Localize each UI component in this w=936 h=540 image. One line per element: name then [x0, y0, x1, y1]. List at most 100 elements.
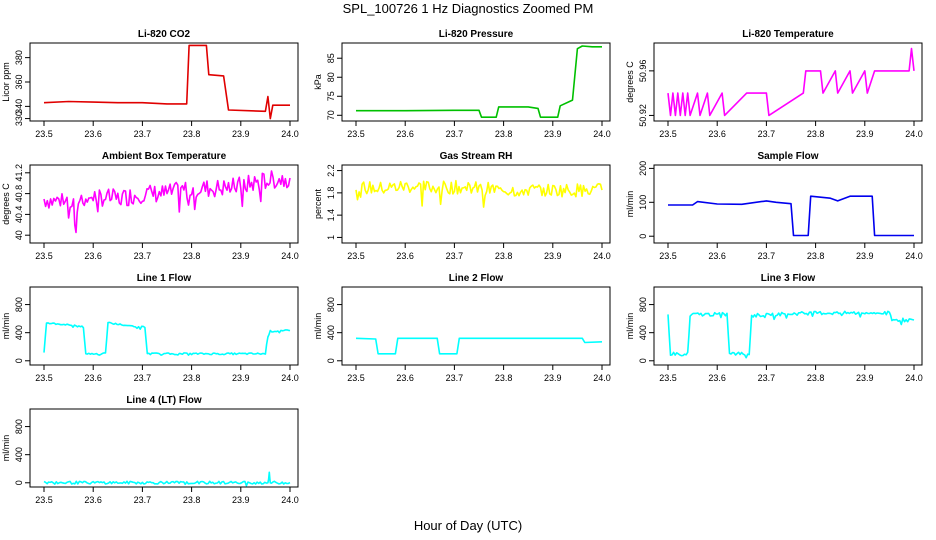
x-tick-label: 23.5: [659, 373, 677, 383]
y-tick-label: 0: [638, 234, 648, 239]
y-tick-label: 400: [326, 325, 336, 340]
x-tick-label: 23.6: [708, 251, 726, 261]
y-tick-label: 380: [14, 50, 24, 65]
y-tick-label: 0: [326, 358, 336, 363]
y-axis-label: degrees C: [625, 61, 635, 103]
y-tick-label: 50.92: [638, 104, 648, 127]
panel-6: Sample Flow ml/min 23.5 23.6 23.7 23.8 23.9 24.…: [625, 151, 923, 261]
panel-10: Line 4 (LT) Flow ml/min 23.5 23.6 23.7 23.8 23…: [1, 395, 299, 505]
y-tick-label: 1.8: [326, 187, 336, 200]
y-tick-label: 360: [14, 74, 24, 89]
x-tick-label: 23.6: [396, 373, 414, 383]
y-tick-label: 41.2: [14, 164, 24, 182]
panel-7: Line 1 Flow ml/min 23.5 23.6 23.7 23.8 23.9 24.…: [1, 273, 299, 383]
x-tick-label: 23.8: [495, 129, 513, 139]
y-axis-label: ml/min: [625, 191, 635, 218]
x-tick-label: 24.0: [593, 251, 611, 261]
panel-title: Line 1 Flow: [137, 273, 192, 284]
series-line: [668, 195, 914, 237]
x-tick-label: 23.9: [232, 129, 250, 139]
x-tick-label: 23.5: [659, 129, 677, 139]
x-tick-label: 24.0: [281, 129, 299, 139]
x-tick-label: 23.6: [84, 373, 102, 383]
y-axis-label: degrees C: [1, 183, 11, 225]
x-tick-label: 23.9: [232, 495, 250, 505]
x-tick-label: 23.8: [807, 251, 825, 261]
panel-4: Ambient Box Temperature degrees C 23.5 23.6…: [1, 151, 299, 261]
plot-frame: [29, 286, 299, 366]
x-tick-label: 23.9: [232, 251, 250, 261]
x-tick-label: 23.5: [347, 373, 365, 383]
y-tick-label: 400: [14, 325, 24, 340]
y-tick-label: 1: [326, 235, 336, 240]
plot-frame: [653, 286, 923, 366]
x-tick-label: 23.9: [544, 373, 562, 383]
panel-title: Line 4 (LT) Flow: [126, 395, 202, 406]
y-tick-label: 400: [14, 447, 24, 462]
x-tick-label: 23.7: [134, 129, 152, 139]
y-tick-label: 40: [14, 230, 24, 240]
y-axis-label: percent: [313, 188, 323, 219]
series-line: [43, 44, 290, 120]
y-tick-label: 75: [326, 91, 336, 101]
x-tick-label: 23.6: [708, 129, 726, 139]
y-axis-label: ml/min: [1, 435, 11, 462]
panel-title: Sample Flow: [757, 151, 818, 162]
y-tick-label: 0: [14, 358, 24, 363]
panel-5: Gas Stream RH percent 23.5 23.6 23.7 23.8 23.9…: [313, 151, 611, 261]
plot-frame: [341, 164, 611, 244]
plot-frame: [341, 286, 611, 366]
x-tick-label: 23.5: [35, 251, 53, 261]
y-tick-label: 2.2: [326, 164, 336, 177]
y-tick-label: 80: [326, 72, 336, 82]
series-line: [355, 179, 603, 208]
x-tick-label: 23.7: [758, 251, 776, 261]
x-tick-label: 23.8: [807, 129, 825, 139]
x-tick-label: 23.6: [708, 373, 726, 383]
x-tick-label: 24.0: [905, 129, 923, 139]
panel-3: Li-820 Temperature degrees C 23.5 23.6 23.7 2…: [625, 29, 923, 139]
x-tick-label: 24.0: [281, 373, 299, 383]
x-tick-label: 23.8: [183, 129, 201, 139]
panel-2: Li-820 Pressure kPa 23.5 23.6 23.7 23.8 23.9 24…: [313, 29, 611, 139]
x-tick-label: 23.7: [446, 373, 464, 383]
x-tick-label: 23.7: [134, 251, 152, 261]
y-tick-label: 340: [14, 99, 24, 114]
plot-frame: [29, 408, 299, 488]
x-tick-label: 23.6: [84, 251, 102, 261]
y-tick-label: 400: [638, 325, 648, 340]
x-tick-label: 24.0: [281, 251, 299, 261]
x-tick-label: 23.6: [84, 495, 102, 505]
x-tick-label: 24.0: [593, 129, 611, 139]
panel-title: Gas Stream RH: [440, 151, 513, 162]
panel-9: Line 3 Flow ml/min 23.5 23.6 23.7 23.8 23.9 24.…: [625, 273, 923, 383]
x-tick-label: 23.7: [446, 251, 464, 261]
x-tick-label: 23.5: [35, 373, 53, 383]
panel-8: Line 2 Flow ml/min 23.5 23.6 23.7 23.8 23.9 24.…: [313, 273, 611, 383]
x-tick-label: 23.9: [856, 373, 874, 383]
x-tick-label: 23.5: [659, 251, 677, 261]
plot-frame: [653, 164, 923, 244]
x-tick-label: 24.0: [905, 251, 923, 261]
x-tick-label: 23.9: [544, 251, 562, 261]
plot-frame: [341, 42, 611, 122]
series-line: [355, 337, 603, 355]
shared-x-axis-label: Hour of Day (UTC): [413, 518, 523, 533]
series-line: [43, 321, 291, 356]
y-tick-label: 800: [638, 297, 648, 312]
y-axis-label: Licor ppm: [1, 62, 11, 102]
x-tick-label: 23.8: [183, 251, 201, 261]
panel-1: Li-820 CO2 Licor ppm 23.5 23.6 23.7 23.8 23.9 2…: [1, 29, 299, 139]
y-axis-label: kPa: [313, 74, 323, 90]
y-tick-label: 40.8: [14, 185, 24, 203]
y-tick-label: 100: [638, 195, 648, 210]
x-tick-label: 23.8: [807, 373, 825, 383]
x-tick-label: 23.7: [134, 495, 152, 505]
y-tick-label: 70: [326, 110, 336, 120]
x-tick-label: 23.6: [84, 129, 102, 139]
x-tick-label: 23.5: [35, 495, 53, 505]
y-tick-label: 0: [638, 358, 648, 363]
y-tick-label: 800: [14, 419, 24, 434]
